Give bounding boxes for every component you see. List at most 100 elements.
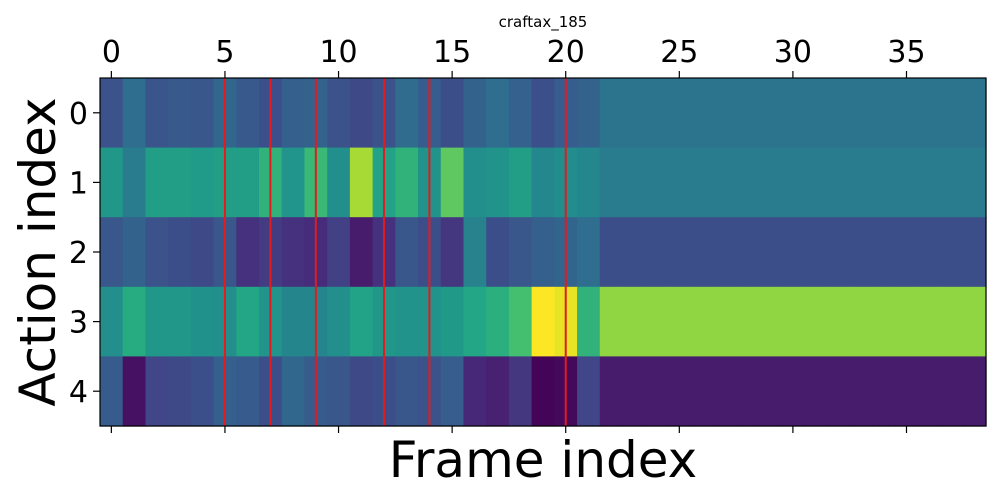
heatmap-cell bbox=[281, 217, 306, 288]
heatmap-cell bbox=[940, 286, 964, 357]
heatmap-cell bbox=[190, 78, 215, 149]
heatmap-cell bbox=[895, 217, 919, 288]
heatmap-cell bbox=[122, 78, 147, 149]
heatmap-cell bbox=[758, 217, 783, 288]
heatmap-cell bbox=[100, 78, 124, 149]
heatmap-cell bbox=[599, 147, 624, 218]
heatmap-cell bbox=[236, 78, 260, 149]
heatmap-cell bbox=[122, 356, 147, 427]
heatmap-cell bbox=[145, 286, 169, 357]
vertical-markers bbox=[223, 78, 567, 426]
heatmap-cell bbox=[349, 78, 374, 149]
heatmap-cell bbox=[281, 286, 306, 357]
heatmap-cell bbox=[395, 217, 419, 288]
heatmap-cell bbox=[395, 286, 419, 357]
heatmap-cell bbox=[690, 286, 714, 357]
x-tick-label: 10 bbox=[319, 35, 357, 70]
heatmap-cell bbox=[781, 217, 805, 288]
heatmap-cell bbox=[804, 217, 828, 288]
heatmap-cell bbox=[895, 286, 919, 357]
heatmap-cell bbox=[508, 356, 533, 427]
y-axis-ticks: 0 1 2 3 4 bbox=[69, 97, 100, 410]
heatmap-cell bbox=[645, 286, 669, 357]
heatmap-cell bbox=[599, 286, 624, 357]
heatmap-cell bbox=[758, 356, 783, 427]
heatmap-cell bbox=[168, 217, 192, 288]
heatmap-cell bbox=[236, 147, 260, 218]
heatmap-cell bbox=[463, 78, 487, 149]
heatmap-cell bbox=[100, 147, 124, 218]
heatmap-cell bbox=[440, 356, 465, 427]
heatmap-cells bbox=[100, 78, 987, 427]
heatmap-cell bbox=[758, 78, 783, 149]
heatmap-cell bbox=[440, 147, 465, 218]
heatmap-cell bbox=[917, 78, 942, 149]
heatmap-cell bbox=[395, 78, 419, 149]
heatmap-cell bbox=[327, 217, 351, 288]
y-axis-label: Action index bbox=[9, 97, 67, 406]
heatmap-cell bbox=[713, 217, 737, 288]
heatmap-cell bbox=[463, 147, 487, 218]
heatmap-cell bbox=[872, 356, 896, 427]
heatmap-cell bbox=[781, 78, 805, 149]
heatmap-cell bbox=[872, 147, 896, 218]
heatmap-cell bbox=[122, 286, 147, 357]
heatmap-cell bbox=[531, 217, 555, 288]
heatmap-cell bbox=[599, 217, 624, 288]
heatmap-cell bbox=[349, 356, 374, 427]
heatmap-cell bbox=[622, 356, 646, 427]
heatmap-cell bbox=[917, 356, 942, 427]
heatmap-cell bbox=[667, 286, 692, 357]
y-tick-label: 4 bbox=[69, 375, 88, 410]
heatmap-cell bbox=[826, 147, 851, 218]
heatmap-cell bbox=[690, 78, 714, 149]
heatmap-cell bbox=[599, 78, 624, 149]
heatmap-cell bbox=[190, 286, 215, 357]
heatmap-cell bbox=[463, 286, 487, 357]
heatmap-cell bbox=[327, 286, 351, 357]
heatmap-cell bbox=[622, 147, 646, 218]
heatmap-cell bbox=[690, 217, 714, 288]
heatmap-cell bbox=[804, 78, 828, 149]
heatmap-cell bbox=[667, 147, 692, 218]
heatmap-cell bbox=[236, 356, 260, 427]
heatmap-cell bbox=[145, 356, 169, 427]
heatmap-cell bbox=[190, 356, 215, 427]
heatmap-cell bbox=[599, 356, 624, 427]
heatmap-cell bbox=[849, 356, 874, 427]
heatmap-cell bbox=[713, 356, 737, 427]
heatmap-cell bbox=[849, 78, 874, 149]
heatmap-cell bbox=[804, 147, 828, 218]
x-tick-label: 5 bbox=[215, 35, 234, 70]
heatmap-cell bbox=[622, 217, 646, 288]
heatmap-cell bbox=[145, 217, 169, 288]
heatmap-cell bbox=[327, 147, 351, 218]
heatmap-cell bbox=[349, 147, 374, 218]
heatmap-cell bbox=[667, 217, 692, 288]
heatmap-cell bbox=[690, 147, 714, 218]
heatmap-cell bbox=[917, 286, 942, 357]
heatmap-cell bbox=[531, 286, 555, 357]
heatmap-cell bbox=[736, 217, 760, 288]
x-axis-label: Frame index bbox=[389, 431, 697, 489]
y-tick-label: 2 bbox=[69, 236, 88, 271]
heatmap-cell bbox=[168, 356, 192, 427]
heatmap-cell bbox=[645, 78, 669, 149]
heatmap-cell bbox=[645, 356, 669, 427]
x-tick-label: 0 bbox=[102, 35, 121, 70]
heatmap-cell bbox=[168, 286, 192, 357]
heatmap-cell bbox=[940, 217, 964, 288]
heatmap-cell bbox=[168, 147, 192, 218]
heatmap-cell bbox=[463, 217, 487, 288]
x-tick-label: 30 bbox=[774, 35, 812, 70]
heatmap-cell bbox=[349, 217, 374, 288]
heatmap-cell bbox=[577, 78, 601, 149]
heatmap-cell bbox=[395, 147, 419, 218]
heatmap-cell bbox=[963, 286, 987, 357]
heatmap-cell bbox=[895, 147, 919, 218]
heatmap-cell bbox=[713, 78, 737, 149]
heatmap-cell bbox=[440, 286, 465, 357]
heatmap-cell bbox=[508, 147, 533, 218]
heatmap-cell bbox=[349, 286, 374, 357]
